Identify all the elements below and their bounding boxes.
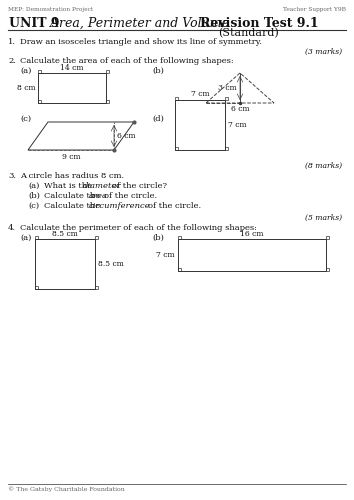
Text: 7 cm: 7 cm <box>191 90 209 98</box>
Text: 2.: 2. <box>8 57 16 65</box>
Text: of the circle?: of the circle? <box>112 182 167 190</box>
Text: (c): (c) <box>28 202 39 210</box>
Text: 7 cm: 7 cm <box>228 121 247 129</box>
Text: 9 cm: 9 cm <box>62 153 80 161</box>
Text: (b): (b) <box>152 234 164 242</box>
Text: (8 marks): (8 marks) <box>305 162 342 170</box>
Text: Calculate the: Calculate the <box>44 192 103 200</box>
Text: Calculate the perimeter of each of the following shapes:: Calculate the perimeter of each of the f… <box>20 224 257 232</box>
Text: of the circle.: of the circle. <box>148 202 201 210</box>
Text: area: area <box>89 192 108 200</box>
Text: of the circle.: of the circle. <box>104 192 157 200</box>
Text: Teacher Support Y9B: Teacher Support Y9B <box>283 7 346 12</box>
Text: MEP: Demonstration Project: MEP: Demonstration Project <box>8 7 93 12</box>
Text: 1.: 1. <box>8 38 16 46</box>
Text: (b): (b) <box>152 67 164 75</box>
Text: 7 cm: 7 cm <box>156 251 175 259</box>
Text: 3.: 3. <box>8 172 16 180</box>
Text: (d): (d) <box>152 115 164 123</box>
Text: Revision Test 9.1: Revision Test 9.1 <box>200 17 319 30</box>
Text: (a): (a) <box>20 67 32 75</box>
Text: 8 cm: 8 cm <box>17 84 36 92</box>
Text: (a): (a) <box>20 234 32 242</box>
Text: circumference: circumference <box>89 202 151 210</box>
Text: (c): (c) <box>20 115 31 123</box>
Text: Area, Perimeter and Volume: Area, Perimeter and Volume <box>42 17 229 30</box>
Text: 4.: 4. <box>8 224 16 232</box>
Text: (5 marks): (5 marks) <box>305 214 342 222</box>
Text: 6 cm: 6 cm <box>231 105 249 113</box>
Text: (b): (b) <box>28 192 40 200</box>
Text: 3 cm: 3 cm <box>218 84 237 92</box>
Text: 14 cm: 14 cm <box>60 64 84 72</box>
Text: Draw an isosceles triangle and show its line of symmetry.: Draw an isosceles triangle and show its … <box>20 38 262 46</box>
Text: 16 cm: 16 cm <box>240 230 264 238</box>
Text: Calculate the: Calculate the <box>44 202 103 210</box>
Text: Calculate the area of each of the following shapes:: Calculate the area of each of the follow… <box>20 57 234 65</box>
Text: diameter: diameter <box>83 182 121 190</box>
Text: (Standard): (Standard) <box>218 28 279 38</box>
Text: 6 cm: 6 cm <box>117 132 136 140</box>
Text: UNIT 9: UNIT 9 <box>9 17 59 30</box>
Text: 8.5 cm: 8.5 cm <box>98 260 124 268</box>
Text: What is the: What is the <box>44 182 95 190</box>
Text: A circle has radius 8 cm.: A circle has radius 8 cm. <box>20 172 124 180</box>
Text: (3 marks): (3 marks) <box>305 48 342 56</box>
Text: © The Gatsby Charitable Foundation: © The Gatsby Charitable Foundation <box>8 486 125 492</box>
Text: (a): (a) <box>28 182 39 190</box>
Text: 8.5 cm: 8.5 cm <box>52 230 78 238</box>
